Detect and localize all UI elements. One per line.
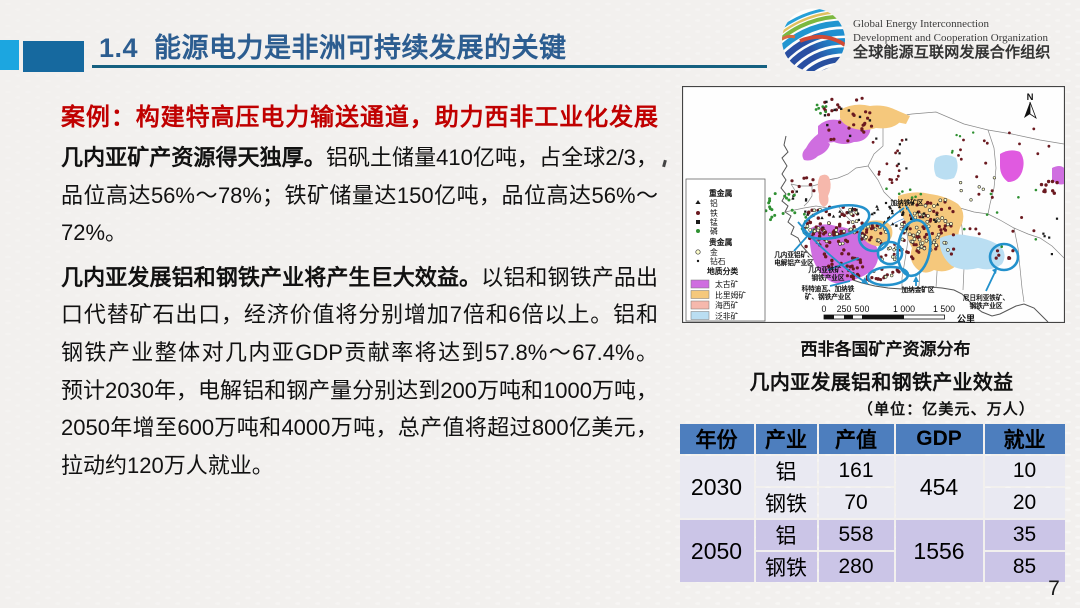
svg-text:铁: 铁	[710, 208, 718, 218]
svg-text:太古矿: 太古矿	[715, 279, 739, 289]
svg-text:0: 0	[822, 304, 827, 314]
svg-text:锰: 锰	[710, 217, 718, 227]
svg-text:贵金属: 贵金属	[709, 237, 733, 247]
svg-text:1 500: 1 500	[933, 304, 955, 314]
svg-text:钢铁产业区: 钢铁产业区	[812, 273, 845, 282]
svg-text:磷: 磷	[710, 226, 718, 236]
svg-text:金: 金	[710, 247, 718, 257]
svg-text:250: 250	[837, 304, 852, 314]
svg-text:加纳金矿区: 加纳金矿区	[901, 285, 935, 294]
svg-text:公里: 公里	[957, 314, 975, 323]
svg-text:海西矿: 海西矿	[715, 300, 739, 310]
svg-text:铝: 铝	[710, 198, 718, 208]
svg-text:矿、钢铁产业区: 矿、钢铁产业区	[805, 292, 852, 301]
svg-text:钢铁产业区: 钢铁产业区	[970, 301, 1003, 310]
svg-text:地质分类: 地质分类	[707, 266, 738, 276]
svg-text:科特迪瓦、加纳铁: 科特迪瓦、加纳铁	[802, 284, 855, 293]
svg-text:加纳铁矿区: 加纳铁矿区	[890, 198, 924, 207]
svg-text:电解铝产业区: 电解铝产业区	[774, 258, 814, 267]
svg-text:比里姆矿: 比里姆矿	[715, 290, 746, 300]
svg-text:N: N	[1027, 92, 1034, 103]
svg-text:钻石: 钻石	[710, 256, 726, 266]
svg-text:尼日利亚铁矿、: 尼日利亚铁矿、	[963, 293, 1009, 302]
svg-text:几内亚铝矿、: 几内亚铝矿、	[774, 250, 814, 259]
svg-text:500: 500	[855, 304, 870, 314]
svg-text:1 000: 1 000	[893, 304, 915, 314]
svg-text:重金属: 重金属	[709, 188, 733, 198]
svg-text:几内亚铁矿、: 几内亚铁矿、	[808, 265, 848, 274]
svg-text:泛非矿: 泛非矿	[715, 311, 739, 321]
